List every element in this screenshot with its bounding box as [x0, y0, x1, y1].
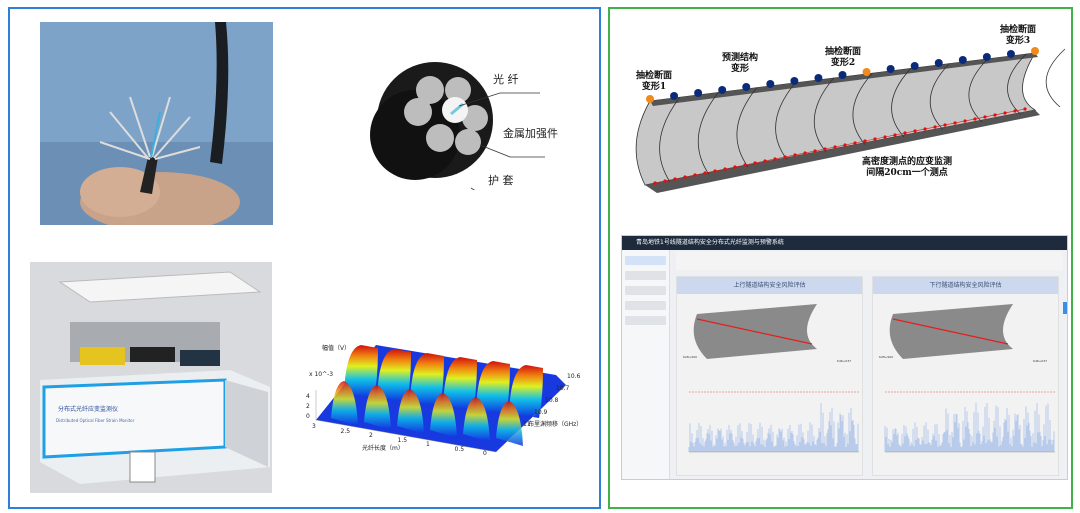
tunnel-ring: [736, 87, 758, 168]
tunnel-ring: [1007, 53, 1027, 115]
tunnel-ring: [697, 91, 719, 175]
y-axis-label: 布里渊频移（GHz）: [528, 421, 583, 428]
cable-cross-section-diagram: [370, 62, 545, 190]
predicted-structure-point: [766, 80, 775, 88]
downline-risk-card: 下行隧道结构安全风险评估 K28+900 K46+037: [872, 276, 1059, 476]
surface-peak-back: [344, 345, 378, 398]
upline-risk-card: 上行隧道结构安全风险评估 K28+900 K46+037: [676, 276, 863, 476]
label-section-3: 抽检断面 变形3: [1000, 25, 1037, 46]
tunnel-ring: [775, 82, 796, 160]
left-panel: [8, 7, 601, 509]
label-predicted-structure: 预测结构 变形: [722, 53, 759, 74]
sidebar-item[interactable]: [625, 271, 666, 280]
device-name-cn: 分布式光纤应变监测仪: [58, 406, 119, 413]
label-section-1: 抽检断面 变形1: [636, 71, 673, 92]
z-axis-label: 幅值（V）: [322, 345, 351, 352]
x-tick: 1.5: [397, 436, 408, 444]
x-tick: 1: [426, 441, 430, 448]
tunnel-ring: [891, 67, 912, 138]
surface-peak-back: [443, 357, 477, 410]
x-tick: 2: [369, 432, 373, 439]
y-tick: 10.6: [567, 373, 581, 380]
x-tick: 3: [312, 423, 316, 430]
surface-peak-front: [463, 397, 490, 442]
y-tick: 10.7: [556, 385, 570, 392]
sample-section-point: [1031, 47, 1039, 55]
label-strain-monitoring: 高密度测点的应变监测 间隔20cm一个测点: [862, 157, 953, 178]
top-strip-chart: [676, 252, 1063, 270]
y-tick: 10.9: [534, 409, 548, 416]
tunnel-ring: [1045, 48, 1065, 108]
x-tick: 0: [483, 450, 487, 457]
surface-peak-back: [410, 353, 444, 406]
y-tick: 10.8: [545, 397, 559, 404]
end-mileage: K46+037: [1033, 359, 1047, 363]
start-mileage: K28+900: [879, 355, 893, 359]
surface-peak-back: [476, 361, 510, 414]
z-axis-scale: x 10^-3: [309, 371, 334, 378]
tunnel-segment-diagram: [635, 47, 1065, 193]
right-panel: [608, 7, 1073, 509]
sidebar-item[interactable]: [625, 301, 666, 310]
z-tick: 2: [306, 403, 310, 410]
dashboard-title: 青岛地铁1号线隧道结构安全分布式光纤监测与预警系统: [622, 236, 1067, 250]
card-heading: 上行隧道结构安全风险评估: [677, 277, 862, 294]
predicted-structure-point: [982, 53, 991, 61]
predicted-structure-point: [790, 77, 799, 85]
z-tick: 4: [306, 393, 310, 400]
monitoring-dashboard: 青岛地铁1号线隧道结构安全分布式光纤监测与预警系统 上行隧道结构安全风险评估 K…: [621, 235, 1068, 480]
tunnel-ring: [659, 96, 681, 183]
label-sheath: 护 套: [488, 174, 514, 187]
predicted-structure-point: [718, 86, 727, 94]
predicted-structure-point: [670, 92, 679, 100]
predicted-structure-point: [958, 56, 967, 64]
label-metal-strength: 金属加强件: [503, 127, 558, 140]
fiber-line: [892, 318, 1009, 345]
card-heading: 下行隧道结构安全风险评估: [873, 277, 1058, 294]
predicted-structure-point: [694, 89, 703, 97]
label-fiber: 光 纤: [493, 73, 519, 86]
x-axis-label: 光纤长度（m）: [362, 445, 404, 452]
dashboard-sidebar: [622, 250, 670, 479]
predicted-structure-point: [910, 62, 919, 70]
end-mileage: K46+037: [837, 359, 851, 363]
surface-peak-front: [430, 393, 457, 438]
tunnel-ring: [813, 77, 835, 153]
sidebar-item[interactable]: [625, 286, 666, 295]
x-tick: 0.5: [454, 445, 465, 453]
sidebar-item[interactable]: [625, 316, 666, 325]
surface-plot: [315, 345, 567, 453]
tunnel-ring: [968, 58, 989, 123]
z-tick: 0: [306, 413, 310, 420]
sample-section-point: [862, 68, 871, 76]
predicted-structure-point: [1006, 50, 1015, 58]
label-section-2: 抽检断面 变形2: [825, 47, 862, 68]
predicted-structure-point: [886, 65, 895, 73]
sample-section-point: [646, 95, 654, 103]
tunnel-ring: [852, 72, 873, 145]
settings-float-button[interactable]: [1063, 302, 1067, 314]
surface-peak-back: [377, 349, 411, 402]
surface-peak-front: [331, 381, 358, 426]
x-tick: 2.5: [340, 427, 351, 435]
tunnel-strain-chart: K28+900 K46+037: [683, 304, 859, 453]
start-mileage: K28+900: [683, 355, 697, 359]
predicted-structure-point: [742, 83, 751, 91]
surface-peak-back: [509, 365, 543, 418]
surface-peak-front: [364, 385, 391, 430]
surface-peak-front: [397, 389, 424, 434]
y-tick: 11: [523, 421, 531, 428]
fiber-line: [696, 318, 813, 345]
tunnel-ring: [929, 63, 950, 130]
tunnel-strain-chart: K28+900 K46+037: [879, 304, 1055, 453]
predicted-structure-point: [934, 59, 943, 67]
predicted-structure-point: [814, 74, 823, 82]
sidebar-item[interactable]: [625, 256, 666, 265]
predicted-structure-point: [838, 71, 847, 79]
surface-peak-front: [496, 401, 523, 446]
monitor-device-render: [30, 262, 272, 493]
device-name-en: Distributed Optical Fiber Strain Monitor: [56, 418, 135, 423]
cable-photo: [40, 22, 273, 225]
